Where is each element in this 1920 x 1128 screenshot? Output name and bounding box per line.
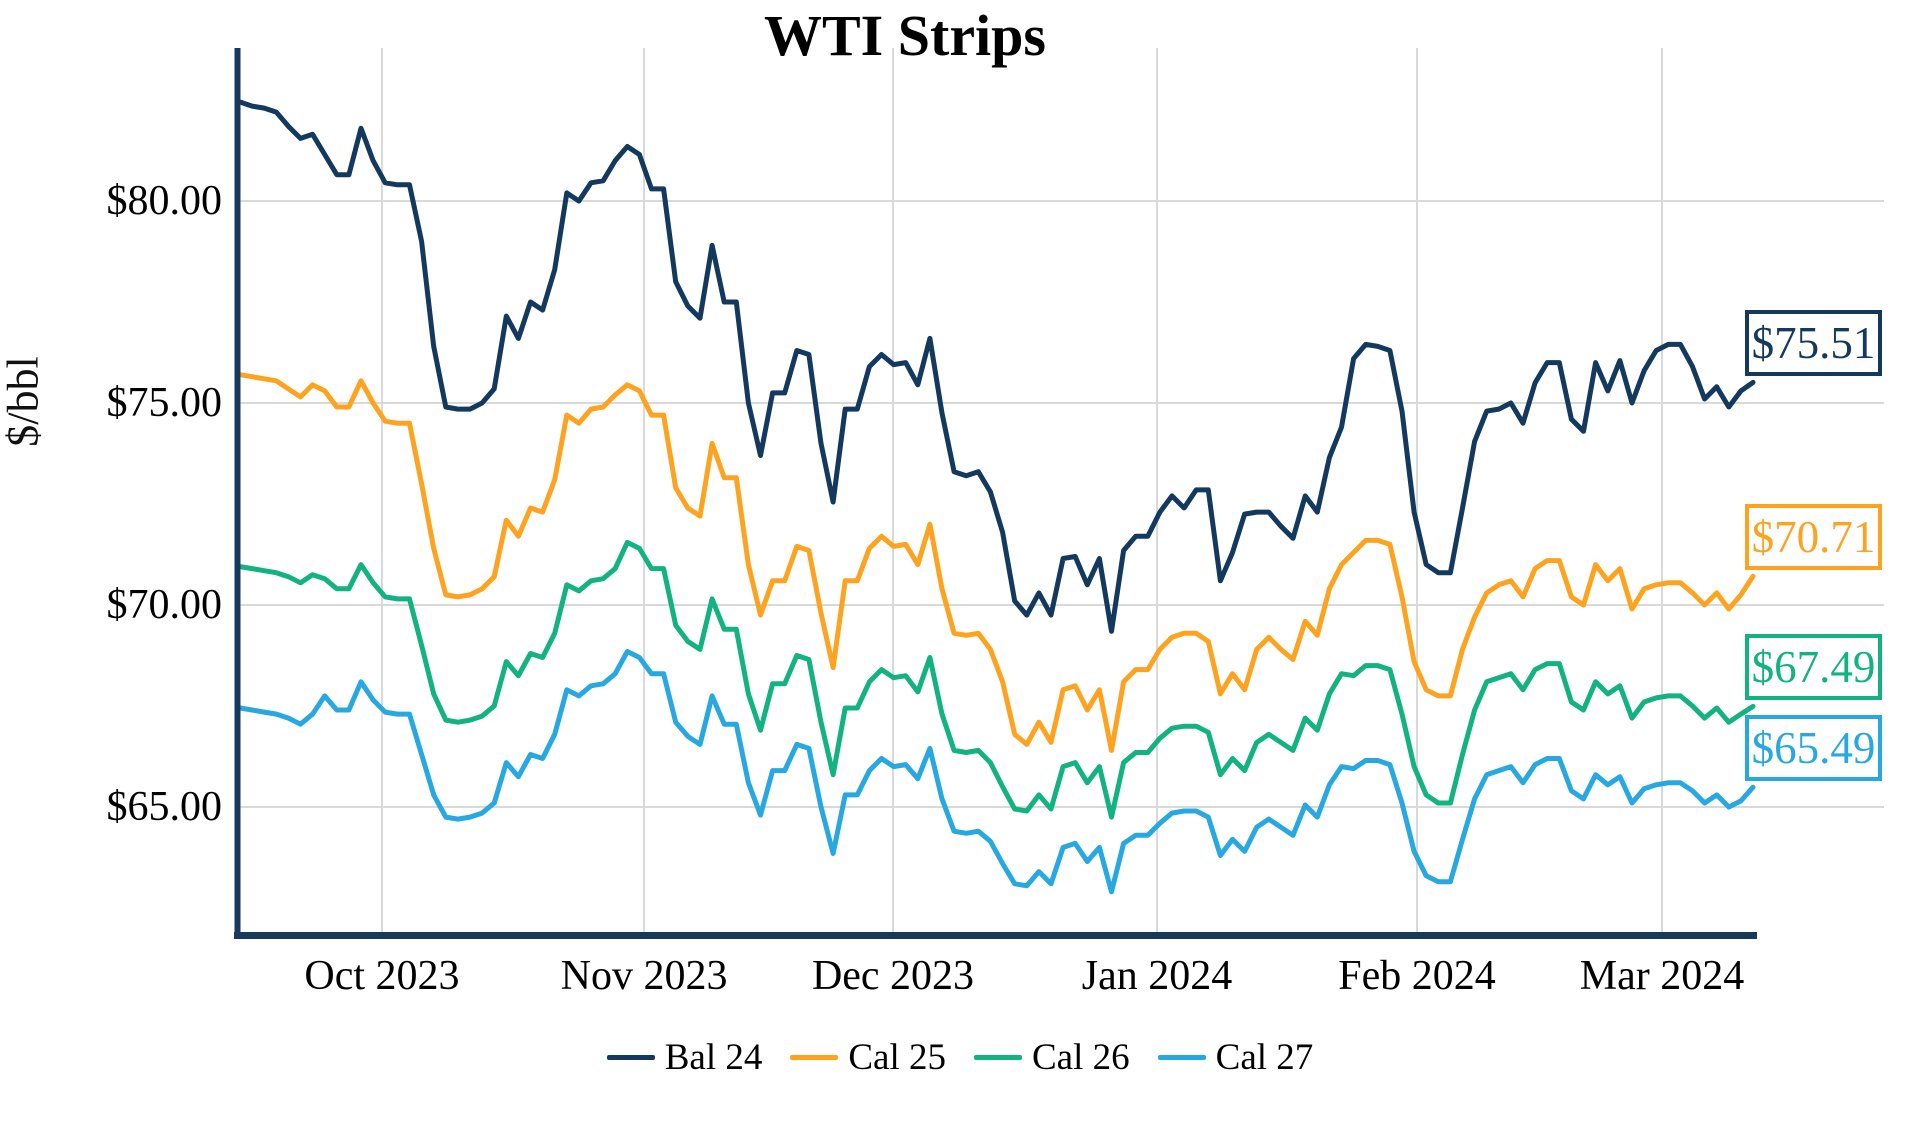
legend-label: Cal 26 — [1032, 1037, 1130, 1078]
series-line-bal-24 — [237, 99, 1756, 634]
legend-label: Bal 24 — [664, 1037, 763, 1078]
legend-swatch-icon — [790, 1055, 839, 1060]
legend-label: Cal 27 — [1215, 1037, 1314, 1078]
x-tick-label: Jan 2024 — [1081, 953, 1233, 999]
x-tick-label: Dec 2023 — [811, 953, 975, 999]
legend: Bal 24 Cal 25 Cal 26 Cal 27 — [0, 1036, 1920, 1079]
x-tick-label: Feb 2024 — [1338, 953, 1496, 999]
y-tick-label: $80.00 — [106, 178, 223, 224]
legend-swatch-icon — [606, 1055, 655, 1060]
end-label-bal-24: $75.51 — [1745, 310, 1882, 377]
series-line-cal-25 — [237, 372, 1756, 753]
legend-swatch-icon — [974, 1055, 1022, 1060]
series-line-cal-26 — [237, 539, 1756, 820]
legend-swatch-icon — [1157, 1055, 1206, 1060]
legend-item-cal-27: Cal 27 — [1157, 1036, 1314, 1079]
x-tick-label: Nov 2023 — [560, 953, 728, 999]
y-tick-label: $70.00 — [106, 582, 223, 628]
x-tick-label: Mar 2024 — [1579, 953, 1745, 999]
legend-item-bal-24: Bal 24 — [606, 1036, 763, 1079]
legend-item-cal-26: Cal 26 — [974, 1036, 1130, 1079]
x-tick-label: Oct 2023 — [304, 953, 460, 999]
end-label-cal-27: $65.49 — [1745, 715, 1882, 782]
chart-title: WTI Strips — [763, 3, 1046, 68]
y-tick-label: $65.00 — [106, 784, 223, 830]
y-tick-label: $75.00 — [106, 380, 223, 426]
end-label-cal-26: $67.49 — [1745, 634, 1882, 701]
end-label-cal-25: $70.71 — [1745, 504, 1882, 571]
legend-item-cal-25: Cal 25 — [790, 1036, 946, 1079]
series-line-cal-27 — [237, 649, 1756, 895]
legend-label: Cal 25 — [848, 1037, 946, 1078]
